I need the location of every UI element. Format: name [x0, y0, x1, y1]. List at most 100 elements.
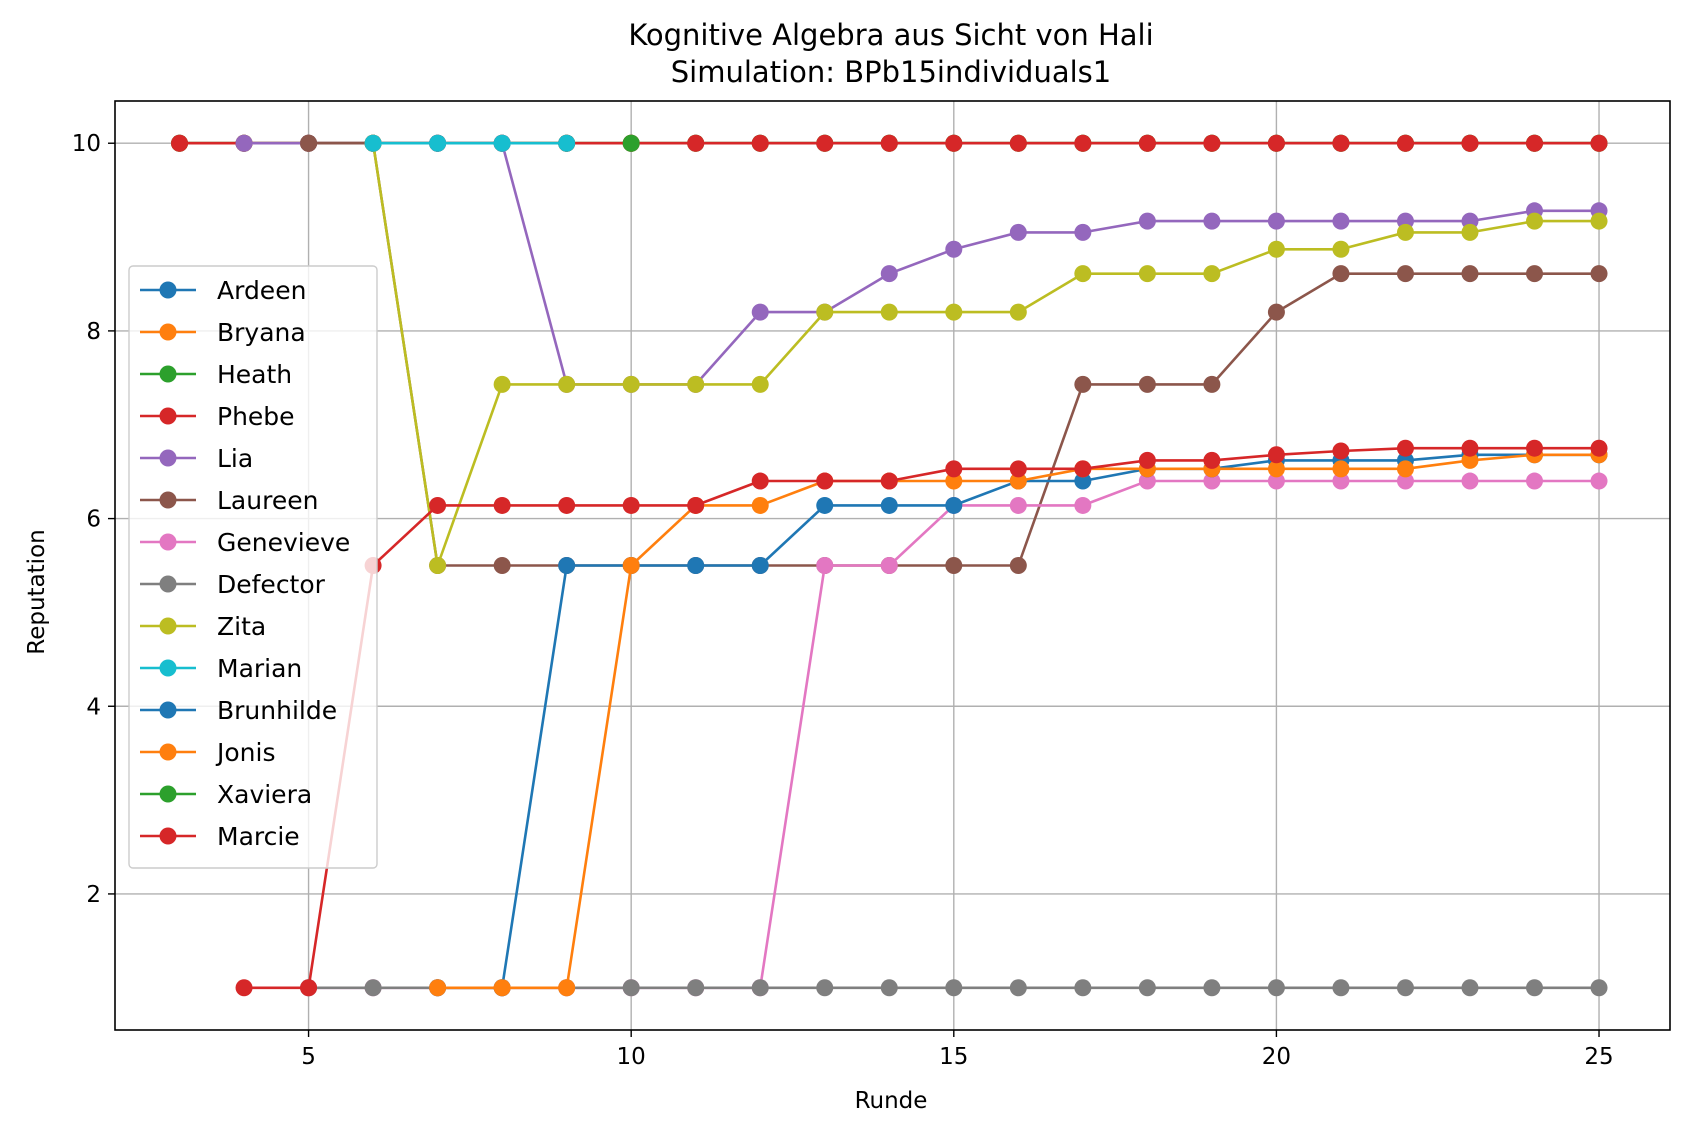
data-point: [1009, 496, 1027, 514]
series-line: [244, 446, 1599, 990]
data-point: [1332, 460, 1350, 478]
legend-swatch-marker: [159, 575, 177, 593]
data-point: [1590, 472, 1608, 490]
legend-swatch-marker: [159, 785, 177, 803]
legend-swatch-marker: [159, 617, 177, 635]
legend-swatch-marker: [159, 365, 177, 383]
data-point: [1074, 496, 1092, 514]
data-point: [429, 557, 447, 574]
data-point: [816, 557, 834, 574]
data-point: [1138, 979, 1156, 997]
axes-frame: [114, 100, 1671, 1031]
data-point: [945, 557, 963, 574]
data-point: [493, 134, 511, 152]
legend-swatch-marker: [159, 491, 177, 509]
legend-swatch-marker: [159, 827, 177, 845]
data-point: [1396, 460, 1414, 478]
data-point: [1461, 472, 1479, 490]
legend-swatch-marker: [159, 449, 177, 467]
data-point: [1074, 223, 1092, 241]
data-point: [1074, 460, 1092, 478]
data-point: [493, 375, 511, 393]
data-point: [1267, 472, 1285, 490]
data-point: [1203, 979, 1221, 997]
data-point: [1009, 460, 1027, 478]
data-point: [1590, 439, 1608, 457]
data-point: [1203, 134, 1221, 152]
data-point: [1267, 460, 1285, 478]
data-point: [1396, 439, 1414, 457]
data-point: [1332, 212, 1350, 230]
legend-swatch-marker: [159, 659, 177, 677]
x-tick-label: 10: [617, 1044, 646, 1070]
x-axis-label: Runde: [855, 1088, 928, 1114]
data-point: [1009, 557, 1027, 574]
series-line: [371, 143, 1599, 567]
y-axis-label: Reputation: [24, 529, 50, 654]
data-point: [1074, 134, 1092, 152]
data-point: [1590, 979, 1608, 997]
data-point: [1074, 265, 1092, 283]
data-point: [300, 979, 318, 997]
data-point: [1461, 439, 1479, 457]
legend-label: Heath: [217, 360, 292, 389]
data-point: [300, 134, 318, 152]
legend-item: Marcie: [140, 822, 300, 851]
data-point: [880, 265, 898, 283]
data-point: [880, 496, 898, 514]
data-point: [558, 375, 576, 393]
data-point: [816, 496, 834, 514]
data-point: [1074, 375, 1092, 393]
data-point: [687, 496, 705, 514]
data-point: [816, 134, 834, 152]
data-point: [622, 496, 640, 514]
data-point: [1138, 375, 1156, 393]
data-point: [1009, 472, 1027, 490]
data-point: [1267, 240, 1285, 258]
legend-item: Laureen: [140, 486, 318, 515]
legend-label: Laureen: [217, 486, 318, 515]
legend-swatch-marker: [159, 281, 177, 299]
data-point: [235, 134, 253, 152]
legend-item: Phebe: [140, 402, 295, 431]
data-point: [1203, 451, 1221, 469]
legend-item: Defector: [140, 570, 326, 599]
data-point: [687, 134, 705, 152]
data-point: [1267, 303, 1285, 321]
data-point: [1074, 472, 1092, 490]
data-point: [1461, 223, 1479, 241]
data-point: [558, 134, 576, 152]
data-point: [364, 134, 382, 152]
data-point: [1138, 451, 1156, 469]
legend-label: Defector: [217, 570, 326, 599]
data-point: [1009, 303, 1027, 321]
legend-swatch-marker: [159, 533, 177, 551]
legend-item: Ardeen: [140, 276, 306, 305]
data-point: [429, 979, 447, 997]
legend-item: Marian: [140, 654, 302, 683]
legend-label: Marian: [217, 654, 302, 683]
data-point: [493, 979, 511, 997]
data-point: [429, 496, 447, 514]
data-point: [171, 134, 189, 152]
data-point: [1074, 979, 1092, 997]
data-point: [558, 496, 576, 514]
data-point: [751, 375, 769, 393]
data-point: [880, 134, 898, 152]
data-point: [751, 472, 769, 490]
legend-swatch-marker: [159, 701, 177, 719]
data-point: [1332, 442, 1350, 460]
data-point: [816, 472, 834, 490]
y-tick-label: 2: [86, 882, 101, 908]
legend-label: Ardeen: [217, 276, 306, 305]
data-point: [1590, 134, 1608, 152]
data-point: [1138, 134, 1156, 152]
axis-ticks: 5 10 15 20 25 2 4 6 8 10: [72, 131, 1614, 1070]
data-point: [1396, 472, 1414, 490]
data-point: [816, 979, 834, 997]
data-point: [1526, 212, 1544, 230]
legend-label: Bryana: [217, 318, 306, 347]
data-point: [1332, 265, 1350, 283]
data-point: [751, 557, 769, 574]
